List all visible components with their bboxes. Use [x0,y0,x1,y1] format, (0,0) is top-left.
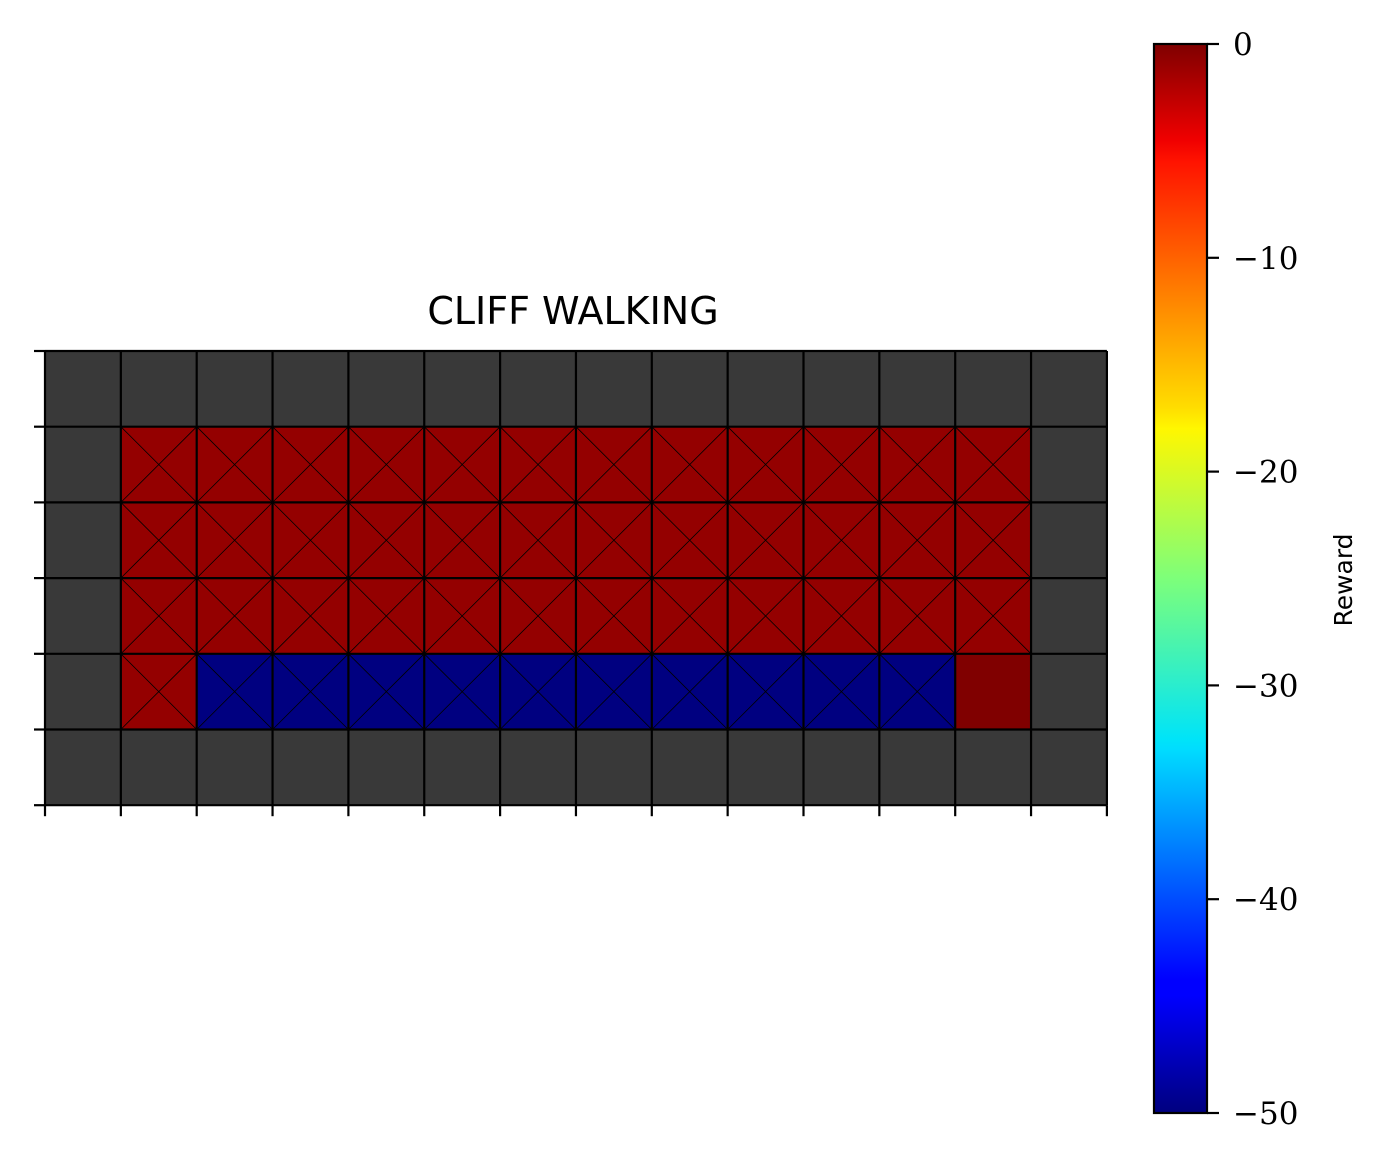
cell-cross [348,653,425,730]
cell-cross [423,426,501,503]
cell-cross [423,577,501,655]
cell-cross [575,653,653,730]
cell-cross [423,653,501,730]
colorbar: 0 −10 −20 −30 −40 −50 Reward [1152,27,1358,1132]
wall-cell [727,351,804,427]
cell-cross [879,502,956,579]
cell-cross [348,426,425,503]
wall-cell [955,351,1032,427]
cell-cross [727,577,804,655]
cell-cross [879,577,956,655]
cell-cross [879,653,956,730]
wall-cell [575,351,652,427]
colorbar-label: Reward [1329,533,1358,626]
wall-cell [879,729,956,806]
chart-title: CLIFF WALKING [427,289,718,333]
cell-cross [727,653,804,730]
grid-cell [955,653,1032,730]
colorbar-tick-label: −10 [1233,241,1298,277]
wall-cell [196,351,273,427]
wall-cell [651,729,728,806]
cell-cross [575,502,653,579]
cell-cross [575,426,653,503]
wall-cell [803,351,880,427]
cell-cross [272,426,349,503]
cell-cross [499,502,577,579]
heatmap-axes [34,349,1109,817]
cell-cross [499,426,577,503]
colorbar-tick-label: −50 [1233,1096,1298,1132]
cell-cross [120,426,197,503]
cell-cross [575,577,653,655]
cell-cross [423,502,501,579]
cell-cross [954,426,1032,503]
colorbar-frame [1152,42,1209,1115]
wall-cell [272,729,349,806]
wall-cell [500,729,576,806]
cell-cross [803,653,880,730]
heatmap-grid [43,349,1109,807]
wall-cell [120,729,197,806]
cell-cross [651,653,728,730]
cell-cross [499,577,577,655]
wall-cell [272,351,349,427]
wall-cell [500,351,576,427]
cell-cross [879,426,956,503]
cell-cross [272,653,349,730]
colorbar-tick-label: −30 [1233,668,1298,704]
wall-cell [1031,351,1107,427]
wall-cell [45,502,121,579]
wall-cell [45,653,121,730]
cell-cross [651,577,728,655]
colorbar-ticks: 0 −10 −20 −30 −40 −50 [1207,27,1298,1132]
cell-cross [727,426,804,503]
wall-cell [1031,426,1107,503]
cell-cross [348,502,425,579]
wall-cell [803,729,880,806]
cell-cross [954,577,1032,655]
wall-cell [1031,578,1107,654]
wall-cell [45,729,121,806]
wall-cell [348,351,425,427]
colorbar-tick-label: −40 [1233,882,1298,918]
cell-cross [803,502,880,579]
cell-cross [196,577,273,655]
wall-cell [651,351,728,427]
wall-cell [120,351,197,427]
wall-cell [1031,653,1107,730]
cell-cross [120,653,197,730]
wall-cell [575,729,652,806]
cell-cross [727,502,804,579]
cell-cross [196,653,273,730]
wall-cell [1031,729,1107,806]
cell-cross [803,577,880,655]
wall-cell [196,729,273,806]
wall-cell [45,578,121,654]
wall-cell [45,351,121,427]
cell-cross [272,577,349,655]
colorbar-tick-label: 0 [1233,27,1253,63]
cell-cross [272,502,349,579]
wall-cell [45,426,121,503]
wall-cell [879,351,956,427]
colorbar-tick-label: −20 [1233,455,1298,491]
cell-cross [120,502,197,579]
wall-cell [1031,502,1107,579]
cell-cross [651,502,728,579]
colorbar-gradient [1154,44,1207,1113]
cell-cross [499,653,577,730]
cell-cross [196,502,273,579]
wall-cell [955,729,1032,806]
cell-cross [954,502,1032,579]
cell-cross [348,577,425,655]
cell-cross [651,426,728,503]
wall-cell [424,351,501,427]
cell-cross [803,426,880,503]
wall-cell [727,729,804,806]
wall-cell [348,729,425,806]
wall-cell [424,729,501,806]
cell-cross [120,577,197,655]
cell-cross [196,426,273,503]
